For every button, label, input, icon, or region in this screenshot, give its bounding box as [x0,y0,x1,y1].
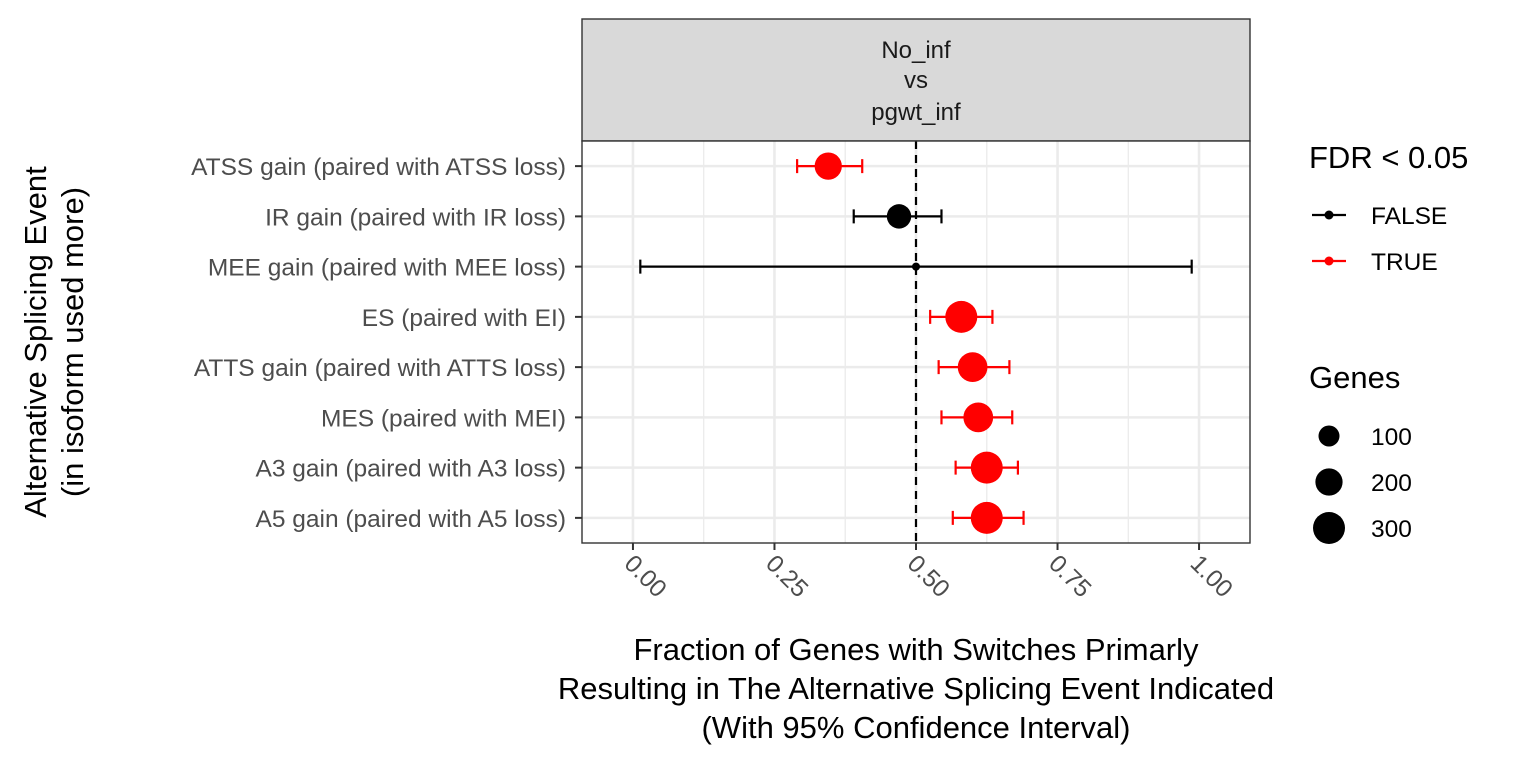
x-tick-label: 0.50 [902,550,955,603]
x-axis-title-line-3: (With 95% Confidence Interval) [701,710,1130,745]
facet-strip: No_inf vs pgwt_inf [581,18,1251,142]
data-point [963,402,994,433]
facet-label-line-3: pgwt_inf [871,99,961,126]
data-point-group [940,402,1014,433]
legend-size-swatch [1313,512,1345,544]
data-point [886,204,912,229]
x-tick-label: 1.00 [1185,550,1238,603]
data-point [945,300,978,333]
data-point-group [796,152,864,180]
plot-panel [581,140,1251,544]
y-tick-label: MES (paired with MEI) [321,405,566,432]
x-tick-label: 0.00 [619,550,672,603]
facet-label-line-2: vs [904,67,928,94]
legend-fdr-label: FALSE [1371,203,1447,230]
y-tick-label: ATTS gain (paired with ATTS loss) [194,355,566,382]
legend-genes-entries: 100 200 300 [1313,424,1412,544]
legend-genes-title: Genes [1309,360,1400,395]
legend-fdr-entries: FALSE TRUE [1312,203,1447,276]
legend-fdr-label: TRUE [1371,249,1438,276]
data-point-group [639,259,1193,274]
data-point [957,352,988,382]
legend-point-swatch [1324,256,1334,266]
legend-size-label: 300 [1371,516,1412,543]
legend-genes: Genes 100 200 300 [1309,360,1412,544]
x-axis-title-line-1: Fraction of Genes with Switches Primarly [633,632,1199,667]
facet-label-line-1: No_inf [881,37,951,64]
legend-size-swatch [1315,468,1343,496]
legend-size-label: 200 [1371,470,1412,497]
data-point-group [852,204,943,229]
data-point-group [954,451,1019,484]
x-tick-label: 0.75 [1043,550,1096,603]
x-axis: 0.00 0.25 0.50 0.75 1.00 [619,543,1238,603]
data-point-group [929,300,994,333]
data-marks [639,152,1193,534]
x-tick-label: 0.25 [760,550,813,603]
data-point [970,451,1003,484]
data-point [970,501,1003,534]
x-axis-title-line-2: Resulting in The Alternative Splicing Ev… [558,671,1274,706]
legend-point-swatch [1324,210,1334,220]
legend-fdr-title: FDR < 0.05 [1309,140,1468,175]
x-axis-title: Fraction of Genes with Switches Primarly… [558,632,1274,745]
y-tick-label: IR gain (paired with IR loss) [265,204,566,231]
data-point [911,262,921,271]
data-point-group [951,501,1025,534]
y-tick-label: ES (paired with EI) [362,305,566,332]
legend-fdr: FDR < 0.05 FALSE TRUE [1309,140,1468,276]
legend-size-label: 100 [1371,424,1412,451]
data-point-group [937,352,1011,382]
data-point [814,152,842,180]
y-tick-label: A3 gain (paired with A3 loss) [256,456,567,483]
y-tick-label: A5 gain (paired with A5 loss) [256,506,567,533]
y-axis-title-line-1: Alternative Splicing Event [18,166,53,518]
legend-size-swatch [1318,425,1340,447]
y-axis: ATSS gain (paired with ATSS loss) IR gain… [191,154,582,533]
facet-strip-background [581,18,1251,142]
y-axis-title-line-2: (in isoform used more) [55,187,90,497]
y-tick-label: MEE gain (paired with MEE loss) [208,255,566,282]
y-axis-title: Alternative Splicing Event (in isoform u… [18,166,90,518]
y-tick-label: ATSS gain (paired with ATSS loss) [191,154,566,181]
